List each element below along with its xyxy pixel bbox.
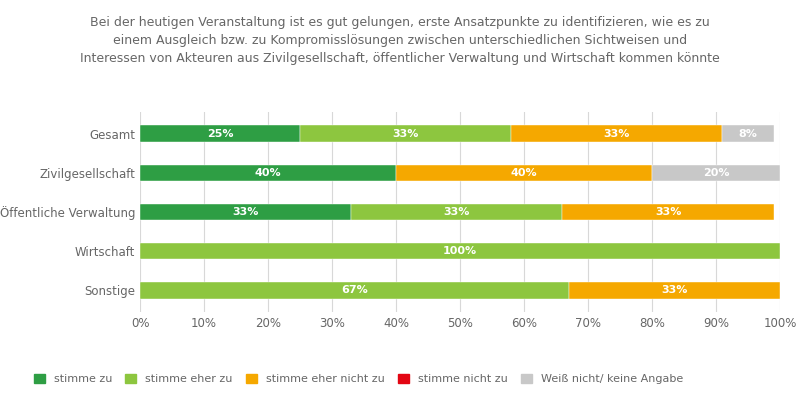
Legend: stimme zu, stimme eher zu, stimme eher nicht zu, stimme nicht zu, Weiß nicht/ ke: stimme zu, stimme eher zu, stimme eher n… <box>34 374 683 384</box>
Bar <box>140 204 351 220</box>
Bar <box>140 282 569 299</box>
Text: 100%: 100% <box>443 246 477 256</box>
Text: 33%: 33% <box>444 207 470 217</box>
Bar <box>569 282 780 299</box>
Bar <box>562 204 774 220</box>
Text: 33%: 33% <box>393 128 418 138</box>
Bar <box>140 243 780 260</box>
Bar <box>140 125 300 142</box>
Text: 33%: 33% <box>662 286 687 296</box>
Bar <box>511 125 722 142</box>
Bar <box>396 164 652 181</box>
Text: 33%: 33% <box>655 207 681 217</box>
Text: Bei der heutigen Veranstaltung ist es gut gelungen, erste Ansatzpunkte zu identi: Bei der heutigen Veranstaltung ist es gu… <box>80 16 720 65</box>
Text: 40%: 40% <box>254 168 282 178</box>
Text: 33%: 33% <box>233 207 258 217</box>
Bar <box>652 164 780 181</box>
Bar <box>140 164 396 181</box>
Bar <box>351 204 562 220</box>
Text: 40%: 40% <box>510 168 538 178</box>
Bar <box>300 125 511 142</box>
Text: 25%: 25% <box>206 128 234 138</box>
Text: 33%: 33% <box>604 128 630 138</box>
Text: 67%: 67% <box>341 286 368 296</box>
Text: 20%: 20% <box>702 168 730 178</box>
Bar <box>722 125 774 142</box>
Text: 8%: 8% <box>738 128 758 138</box>
